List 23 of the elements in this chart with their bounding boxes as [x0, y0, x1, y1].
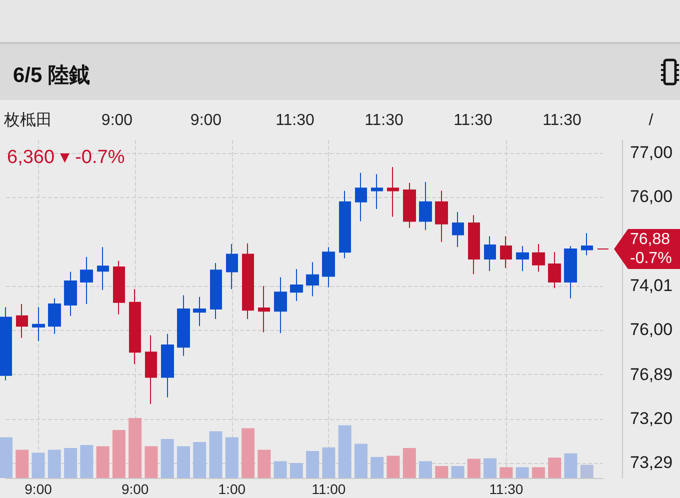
x-tick-label: 9:00: [121, 481, 149, 497]
text: 76,00: [630, 187, 673, 208]
text: 11:30: [542, 111, 582, 131]
chart-title: 6/5 陸鉞: [13, 64, 90, 87]
text: 11:30: [454, 111, 492, 131]
x-tick-label: 1:00: [218, 481, 246, 497]
x-tick-label: 11:00: [312, 481, 346, 497]
x-tick-label: 11:30: [489, 481, 524, 497]
text: 11:30: [364, 111, 404, 131]
text: 9:00: [190, 111, 222, 131]
text: 76,00: [630, 320, 673, 340]
chart-subtitle: 6,360 ▾ -0.7%: [7, 147, 125, 168]
text: 11:30: [276, 111, 314, 131]
text: 73,29: [630, 453, 673, 474]
text: 枚柢田: [4, 111, 52, 131]
text: 74,01: [630, 276, 673, 296]
x-tick-label: 9:00: [24, 481, 52, 497]
text: 9:00: [101, 111, 133, 131]
text: 76,89: [630, 364, 673, 384]
text: /: [648, 111, 654, 131]
text: 76,88 -0.7%: [630, 230, 672, 268]
text: 73,20: [630, 408, 673, 429]
text: 77,00: [630, 143, 673, 163]
